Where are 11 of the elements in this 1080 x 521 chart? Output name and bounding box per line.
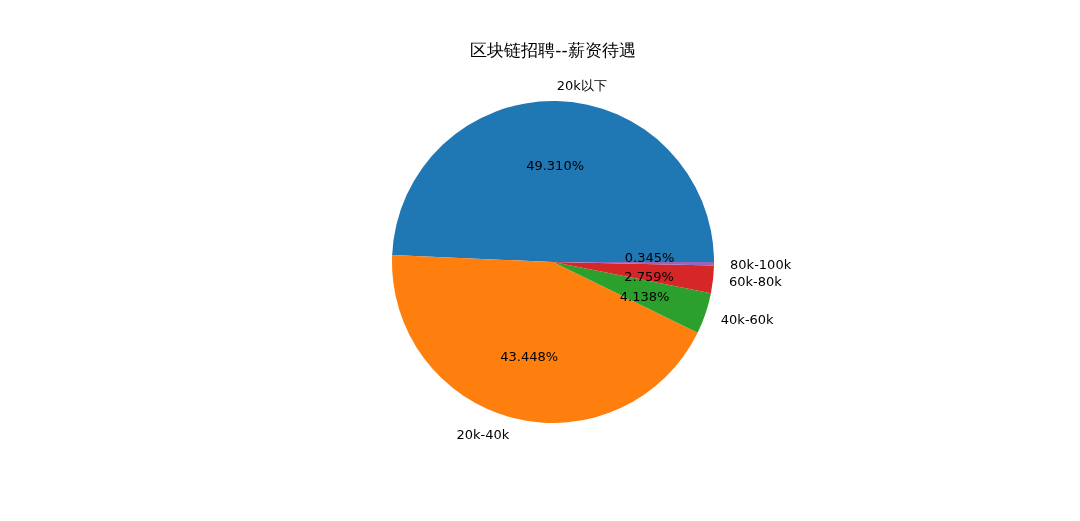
value-label: 49.310% bbox=[526, 157, 584, 173]
value-label: 4.138% bbox=[619, 288, 670, 304]
value-label: 2.759% bbox=[624, 268, 674, 284]
category-label: 60k-80k bbox=[729, 273, 782, 289]
value-label: 0.345% bbox=[624, 249, 675, 264]
category-label: 20k以下 bbox=[556, 77, 607, 93]
category-label: 40k-60k bbox=[720, 311, 774, 327]
category-label: 80k-100k bbox=[730, 256, 792, 272]
value-label: 43.448% bbox=[500, 348, 559, 364]
category-label: 20k-40k bbox=[456, 426, 510, 442]
title: 区块链招聘--薪资待遇 bbox=[470, 40, 636, 60]
